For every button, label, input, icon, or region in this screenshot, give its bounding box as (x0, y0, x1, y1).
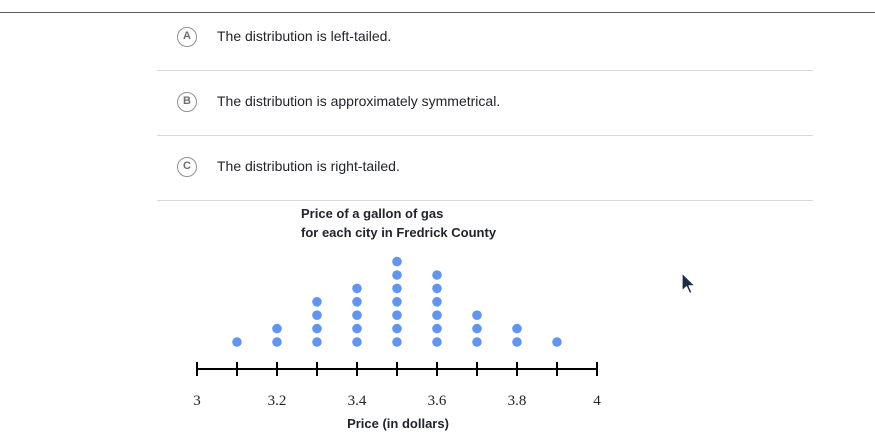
choice-b-letter: B (177, 92, 197, 112)
x-tick-label: 3.8 (508, 393, 527, 409)
data-dot (512, 337, 522, 347)
x-tick-label: 3 (193, 393, 201, 409)
x-tick-label: 4 (593, 393, 601, 409)
data-dot (432, 337, 442, 347)
choice-b-text: The distribution is approximately symmet… (217, 93, 501, 109)
data-dot (352, 297, 362, 307)
data-dot (272, 337, 282, 347)
x-axis-label: Price (in dollars) (347, 416, 449, 431)
data-dot (352, 337, 362, 347)
choice-a-letter: A (177, 27, 197, 47)
data-dot (432, 323, 442, 334)
data-dot (472, 310, 482, 321)
choice-a-text: The distribution is left-tailed. (217, 28, 392, 44)
data-dot (392, 337, 402, 347)
data-dot (432, 297, 442, 307)
data-dot (352, 310, 362, 321)
choice-c-letter: C (177, 157, 197, 177)
data-dot (312, 323, 322, 334)
data-dot (472, 337, 482, 347)
x-tick-label: 3.2 (268, 393, 287, 409)
data-dot (392, 270, 402, 280)
data-dot (432, 270, 442, 280)
divider (157, 200, 813, 201)
divider (157, 70, 813, 71)
data-dot (552, 337, 562, 347)
data-dot (392, 283, 402, 294)
data-dot (272, 323, 282, 334)
choice-c[interactable]: C The distribution is right-tailed. (157, 135, 813, 199)
data-dot (432, 283, 442, 294)
chart-title-line-2: for each city in Fredrick County (301, 225, 497, 240)
choice-a[interactable]: A The distribution is left-tailed. (157, 4, 813, 68)
data-dot (352, 323, 362, 334)
data-dot (312, 297, 322, 307)
data-dot (392, 310, 402, 321)
x-tick-label: 3.6 (428, 393, 447, 409)
data-dot (392, 323, 402, 334)
data-dot (312, 310, 322, 321)
divider (157, 135, 813, 136)
data-dot (432, 310, 442, 321)
data-dot (312, 337, 322, 347)
chart-title: Price of a gallon of gas for each city i… (301, 204, 496, 242)
data-dot (352, 283, 362, 294)
mouse-pointer-icon (681, 272, 696, 295)
data-dot (472, 323, 482, 334)
data-dot (232, 337, 242, 347)
top-rule (0, 12, 875, 13)
data-dot (392, 256, 402, 267)
chart-title-line-1: Price of a gallon of gas (301, 206, 444, 221)
data-dot (512, 323, 522, 334)
choice-c-text: The distribution is right-tailed. (217, 158, 400, 174)
x-tick-label: 3.4 (348, 393, 367, 409)
data-dot (392, 297, 402, 307)
choice-b[interactable]: B The distribution is approximately symm… (157, 70, 813, 134)
